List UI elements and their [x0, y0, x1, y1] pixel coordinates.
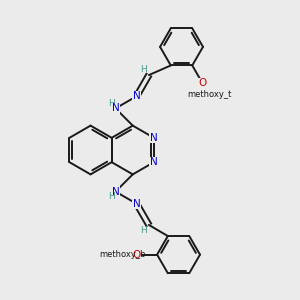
- Text: H: H: [108, 193, 115, 202]
- Text: N: N: [133, 91, 140, 101]
- Text: H: H: [140, 65, 147, 74]
- Text: N: N: [150, 133, 158, 143]
- Text: H: H: [108, 98, 115, 107]
- Text: N: N: [150, 157, 158, 167]
- Text: O: O: [199, 78, 207, 88]
- Text: N: N: [112, 103, 119, 113]
- Text: H: H: [140, 226, 147, 235]
- Text: H: H: [112, 104, 119, 113]
- Text: O: O: [132, 250, 140, 260]
- Text: N: N: [133, 199, 140, 209]
- Text: N: N: [112, 187, 119, 196]
- Text: methoxy_t: methoxy_t: [187, 91, 232, 100]
- Text: methoxy_b: methoxy_b: [100, 250, 146, 259]
